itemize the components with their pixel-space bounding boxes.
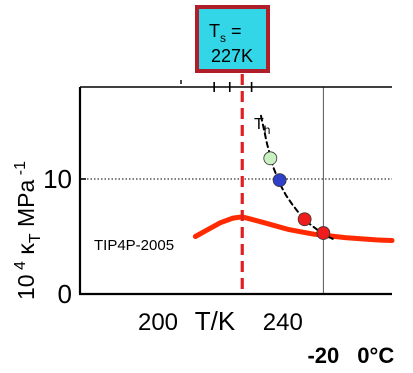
y-axis-label-kappa: κ xyxy=(13,243,39,261)
y-axis-label-base: 10 xyxy=(13,274,39,300)
callout-t: T xyxy=(209,21,220,41)
callout-box xyxy=(195,5,270,73)
ts-callout: Ts =227K xyxy=(195,5,270,73)
x-tick-label-200: 200 xyxy=(138,309,178,336)
data-point-0 xyxy=(263,151,278,166)
series-label-th-base: T xyxy=(254,116,264,133)
x-axis-label: T/K xyxy=(195,306,236,336)
labels-layer: TIP4P-2005 Th xyxy=(94,116,270,254)
callout-line-2: 227K xyxy=(211,46,253,66)
series-label-tip4p-2005: TIP4P-2005 xyxy=(94,237,174,254)
celsius-tick-label-0: -20 xyxy=(307,343,339,368)
points-layer xyxy=(263,151,331,240)
series-line-0 xyxy=(192,214,395,243)
series-layer xyxy=(192,114,395,243)
y-axis-label-unit-exp: -1 xyxy=(12,161,29,180)
y-tick-label-10: 10 xyxy=(43,164,72,194)
data-point-3 xyxy=(316,226,331,240)
y-axis-label-sub: T xyxy=(27,233,44,243)
y-axis-label: 10 4 κT MPa -1 xyxy=(12,161,44,300)
series-label-th: Th xyxy=(254,116,270,137)
celsius-tick-label-1: 0°C xyxy=(357,343,394,368)
callout-t-sub: s xyxy=(220,31,226,45)
x-tick-label-240: 240 xyxy=(263,309,303,336)
y-axis-label-exp: 4 xyxy=(12,261,29,274)
callout-equals: = xyxy=(226,21,242,41)
reference-lines xyxy=(80,87,392,294)
data-point-2 xyxy=(297,212,312,227)
series-line-1 xyxy=(260,114,334,240)
y-axis-label-unit: MPa xyxy=(13,180,39,234)
data-point-1 xyxy=(272,173,287,188)
callout-line-1: Ts = xyxy=(209,21,242,45)
series-label-th-sub: h xyxy=(264,123,271,137)
y-tick-label-0: 0 xyxy=(58,279,72,309)
